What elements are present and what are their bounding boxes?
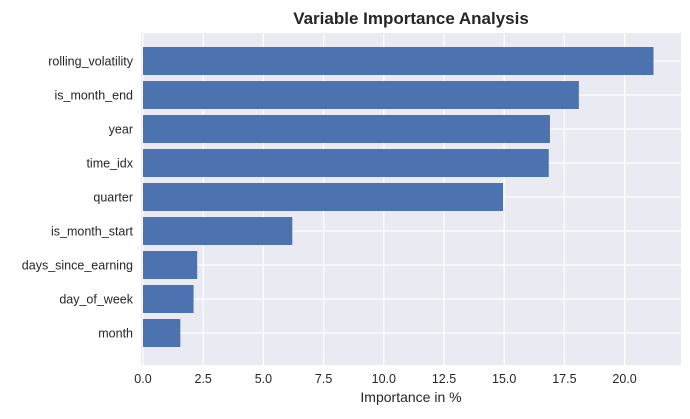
x-tick-label: 10.0 — [372, 372, 396, 386]
y-tick-label: is_month_start — [51, 225, 134, 239]
bar-time-idx — [143, 149, 549, 177]
bar-rolling-volatility — [143, 47, 654, 75]
x-axis-label: Importance in % — [360, 389, 461, 405]
y-tick-label: month — [98, 327, 133, 341]
y-tick-label: quarter — [93, 191, 133, 205]
bar-year — [143, 115, 550, 143]
x-tick-labels: 0.0 2.5 5.0 7.5 10.0 12.5 15.0 17.5 20.0 — [134, 372, 637, 386]
x-tick-label: 0.0 — [134, 372, 151, 386]
bars — [143, 47, 654, 347]
y-tick-label: time_idx — [86, 157, 133, 171]
x-tick-label: 17.5 — [552, 372, 576, 386]
y-tick-label: is_month_end — [54, 89, 133, 103]
bar-days-since-earning — [143, 251, 198, 279]
x-tick-label: 15.0 — [492, 372, 516, 386]
chart-title: Variable Importance Analysis — [293, 9, 529, 28]
x-tick-label: 2.5 — [195, 372, 212, 386]
x-tick-label: 12.5 — [432, 372, 456, 386]
bar-is-month-start — [143, 217, 293, 245]
y-tick-label: rolling_volatility — [48, 55, 134, 69]
y-tick-label: year — [109, 123, 133, 137]
bar-month — [143, 319, 181, 347]
y-tick-label: day_of_week — [59, 293, 133, 307]
x-tick-label: 5.0 — [255, 372, 272, 386]
x-tick-label: 20.0 — [612, 372, 636, 386]
y-tick-label: days_since_earning — [22, 259, 133, 273]
bar-is-month-end — [143, 81, 579, 109]
bar-quarter — [143, 183, 503, 211]
x-tick-label: 7.5 — [315, 372, 332, 386]
bar-day-of-week — [143, 285, 194, 313]
